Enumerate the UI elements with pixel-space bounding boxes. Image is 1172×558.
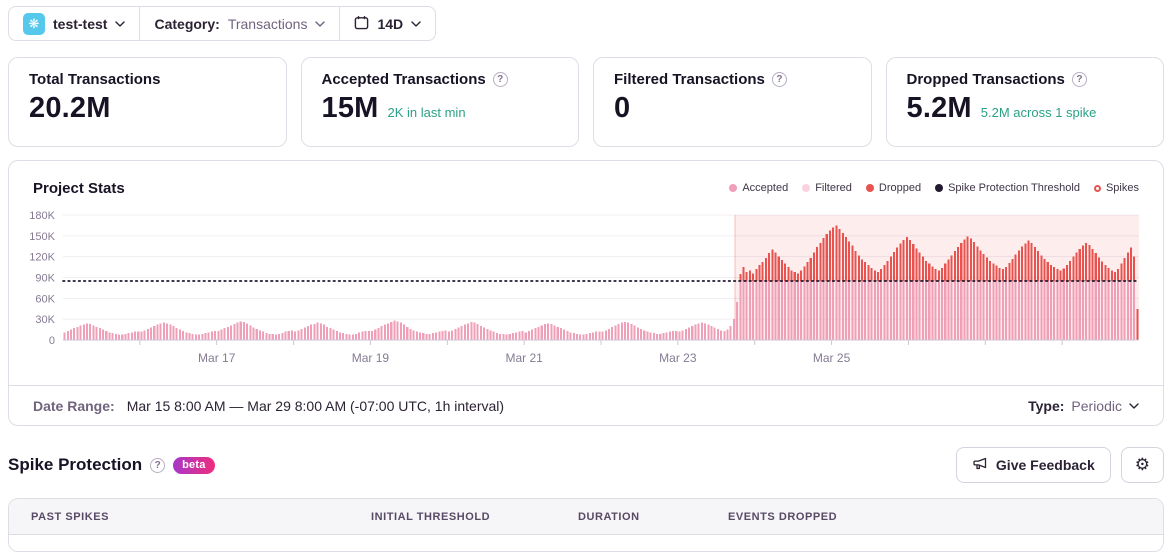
card-value: 15M	[321, 92, 379, 124]
project-avatar-icon: ❋	[23, 12, 45, 35]
divider	[339, 7, 341, 40]
svg-text:0: 0	[49, 335, 55, 347]
legend-item-spikes[interactable]: Spikes	[1093, 182, 1139, 194]
legend-circle-icon	[1093, 184, 1101, 192]
date-range-value: Mar 15 8:00 AM — Mar 29 8:00 AM (-07:00 …	[126, 397, 505, 414]
type-label: Type:	[1028, 397, 1065, 414]
card-value: 5.2M	[906, 92, 972, 124]
page-filters-bar: ❋ test-test Category: Transactions 14D	[8, 6, 437, 41]
chart-footer: Date Range: Mar 15 8:00 AM — Mar 29 8:00…	[9, 385, 1163, 425]
category-value: Transactions	[227, 15, 308, 32]
svg-text:Mar 25: Mar 25	[813, 351, 851, 365]
card-subtext: 5.2M across 1 spike	[980, 105, 1097, 120]
project-name: test-test	[53, 15, 108, 32]
card-value: 20.2M	[29, 92, 111, 124]
svg-text:Mar 23: Mar 23	[659, 351, 697, 365]
help-icon[interactable]: ?	[1071, 72, 1087, 87]
legend-label: Accepted	[742, 182, 789, 194]
column-events-dropped: EVENTS DROPPED	[728, 510, 838, 523]
beta-badge: beta	[173, 456, 215, 474]
give-feedback-label: Give Feedback	[995, 457, 1095, 473]
help-icon[interactable]: ?	[150, 457, 166, 473]
legend-label: Dropped	[878, 182, 922, 194]
calendar-icon	[354, 15, 369, 33]
past-spikes-table: PAST SPIKES INITIAL THRESHOLD DURATION E…	[8, 498, 1164, 552]
table-row	[9, 535, 1163, 551]
svg-text:180K: 180K	[29, 210, 55, 222]
give-feedback-button[interactable]: Give Feedback	[955, 447, 1111, 483]
chart-legend: Accepted Filtered Dropped Spike Protecti…	[729, 182, 1139, 194]
svg-text:Mar 17: Mar 17	[198, 351, 236, 365]
project-selector[interactable]: ❋ test-test	[9, 7, 139, 40]
column-initial-threshold: INITIAL THRESHOLD	[371, 510, 491, 523]
legend-label: Spikes	[1105, 182, 1139, 194]
column-past-spikes: PAST SPIKES	[31, 510, 109, 523]
category-selector[interactable]: Category: Transactions	[140, 7, 339, 40]
date-range-label: Date Range:	[33, 397, 115, 414]
help-icon[interactable]: ?	[771, 72, 787, 87]
svg-text:120K: 120K	[29, 252, 55, 264]
legend-dot-icon	[729, 184, 738, 192]
svg-text:90K: 90K	[35, 273, 55, 285]
legend-label: Filtered	[815, 182, 852, 194]
legend-item-accepted[interactable]: Accepted	[729, 182, 788, 194]
card-label: Total Transactions	[29, 71, 161, 88]
card-filtered-transactions: Filtered Transactions ? 0	[593, 57, 872, 147]
column-duration: DURATION	[578, 510, 640, 523]
legend-dot-icon	[802, 184, 811, 192]
category-label: Category:	[154, 15, 220, 32]
spike-protection-header: Spike Protection ? beta Give Feedback ⚙	[8, 447, 1164, 483]
svg-text:Mar 21: Mar 21	[505, 351, 543, 365]
stat-cards-row: Total Transactions 20.2M Accepted Transa…	[8, 57, 1164, 147]
card-total-transactions: Total Transactions 20.2M	[8, 57, 287, 147]
legend-label: Spike Protection Threshold	[948, 182, 1080, 194]
svg-text:150K: 150K	[29, 231, 55, 243]
legend-item-threshold[interactable]: Spike Protection Threshold	[935, 182, 1080, 194]
table-header-row: PAST SPIKES INITIAL THRESHOLD DURATION E…	[9, 499, 1163, 535]
svg-text:Mar 19: Mar 19	[352, 351, 390, 365]
date-period-selector[interactable]: 14D	[340, 7, 435, 40]
card-label: Dropped Transactions	[906, 71, 1065, 88]
card-value: 0	[614, 92, 631, 124]
legend-dot-icon	[935, 184, 944, 192]
legend-item-dropped[interactable]: Dropped	[865, 182, 922, 194]
megaphone-icon	[972, 456, 988, 475]
legend-dot-icon	[865, 184, 874, 192]
chevron-down-icon	[1129, 402, 1139, 409]
card-dropped-transactions: Dropped Transactions ? 5.2M 5.2M across …	[885, 57, 1164, 147]
type-selector[interactable]: Type: Periodic	[1028, 398, 1139, 414]
svg-text:60K: 60K	[35, 293, 55, 305]
card-subtext: 2K in last min	[387, 105, 466, 120]
type-value: Periodic	[1071, 397, 1122, 414]
chevron-down-icon	[315, 20, 326, 27]
chevron-down-icon	[115, 20, 126, 27]
gear-icon: ⚙	[1134, 455, 1150, 474]
card-accepted-transactions: Accepted Transactions ? 15M 2K in last m…	[300, 57, 579, 147]
help-icon[interactable]: ?	[492, 72, 508, 87]
svg-text:30K: 30K	[35, 314, 55, 326]
usage-bar-chart: Mar 17 Mar 19 Mar 21 Mar 23 Mar 25 180K 150K 12…	[29, 210, 1140, 365]
legend-item-filtered[interactable]: Filtered	[802, 182, 852, 194]
divider	[139, 7, 141, 40]
card-label: Filtered Transactions	[614, 71, 765, 88]
chart-title: Project Stats	[33, 179, 125, 197]
section-title: Spike Protection	[8, 455, 143, 474]
project-stats-panel: Project Stats Accepted Filtered Dropped …	[8, 160, 1164, 426]
settings-button[interactable]: ⚙	[1120, 447, 1164, 483]
chevron-down-icon	[411, 20, 421, 27]
period-value: 14D	[377, 15, 404, 32]
card-label: Accepted Transactions	[321, 71, 486, 88]
